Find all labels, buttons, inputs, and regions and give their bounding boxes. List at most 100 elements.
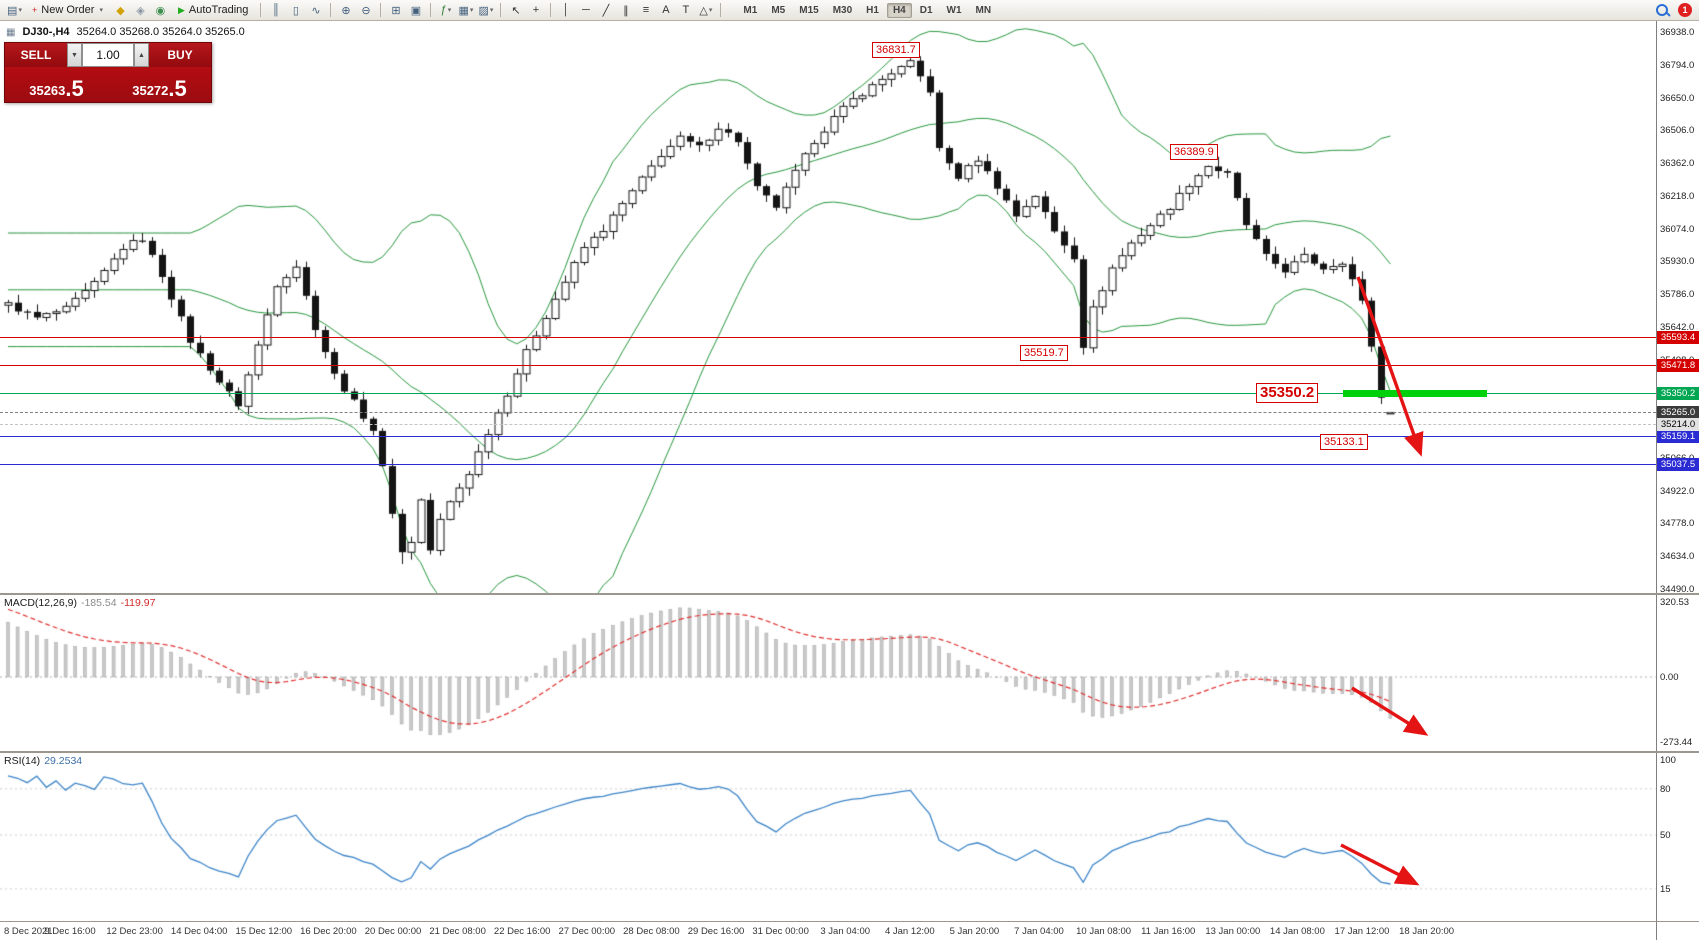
price-scale-label: 34490.0 <box>1660 583 1695 595</box>
price-axis[interactable] <box>1656 21 1699 940</box>
price-scale-label: 36650.0 <box>1660 92 1695 104</box>
price-scale-label: 36938.0 <box>1660 27 1695 38</box>
rsi-scale-label: 80 <box>1660 783 1671 795</box>
price-scale-label: 35642.0 <box>1660 321 1695 333</box>
price-scale-label: 34922.0 <box>1660 485 1695 497</box>
autotrading-button[interactable]: ▶ AutoTrading <box>177 4 249 16</box>
price-tag-35471.8: 35471.8 <box>1657 359 1699 373</box>
volume-decrease-button[interactable]: ▼ <box>67 43 82 67</box>
time-label: 3 Jan 04:00 <box>820 926 871 937</box>
timeframe-w1-button[interactable]: W1 <box>946 4 962 16</box>
chart-icon: ▦ <box>6 26 16 38</box>
price-callout-36831.7[interactable]: 36831.7 <box>872 42 920 58</box>
time-label: 29 Dec 16:00 <box>687 926 745 937</box>
price-callout-35519.7[interactable]: 35519.7 <box>1020 345 1068 361</box>
vertical-line-icon[interactable]: │ <box>562 4 570 16</box>
timeframe-h1-button[interactable]: H1 <box>866 4 879 16</box>
buy-price[interactable]: 35272.5 <box>132 76 187 101</box>
timeframe-m15-button[interactable]: M15 <box>799 4 819 16</box>
price-scale-label: 34778.0 <box>1660 518 1695 530</box>
auto-arrange-icon[interactable]: ▣ <box>410 4 422 17</box>
toolbar-separator <box>500 3 502 17</box>
level-line-35159.1[interactable] <box>0 436 1656 438</box>
channel-icon[interactable]: ∥ <box>623 4 629 17</box>
time-label: 14 Jan 08:00 <box>1269 926 1325 937</box>
time-label: 20 Dec 00:00 <box>364 926 422 937</box>
new-chart-icon[interactable]: ▤ ▾ <box>7 4 22 17</box>
price-callout-36389.9[interactable]: 36389.9 <box>1170 144 1218 160</box>
sell-price[interactable]: 35263.5 <box>29 76 84 101</box>
price-tag-35350.2: 35350.2 <box>1657 386 1699 400</box>
timeframe-mn-button[interactable]: MN <box>975 4 992 16</box>
time-label: 15 Dec 12:00 <box>235 926 293 937</box>
price-callout-35133.1[interactable]: 35133.1 <box>1320 434 1368 450</box>
symbol-ohlc: 35264.0 35268.0 35264.0 35265.0 <box>76 26 245 38</box>
search-icon[interactable] <box>1655 3 1670 18</box>
notification-badge[interactable]: 1 <box>1678 3 1692 17</box>
time-label: 4 Jan 12:00 <box>884 926 935 937</box>
bar-chart-icon[interactable]: ║ <box>272 4 280 16</box>
price-scale-label: 36362.0 <box>1660 158 1695 170</box>
price-scale-label: 36074.0 <box>1660 223 1695 235</box>
zoom-in-icon[interactable]: ⊕ <box>341 4 351 17</box>
cursor-icon[interactable]: ↖ <box>511 4 521 17</box>
line-chart-icon[interactable]: ∿ <box>311 4 321 17</box>
shapes-icon[interactable]: △ ▾ <box>699 4 713 17</box>
time-label: 9 Dec 16:00 <box>44 926 96 937</box>
fibonacci-icon[interactable]: ≡ <box>642 4 650 16</box>
time-axis[interactable]: 8 Dec 2021 9 Dec 16:00 12 Dec 23:00 14 Dec … <box>0 922 1656 940</box>
timeframe-d1-button[interactable]: D1 <box>919 4 933 16</box>
indicators-icon[interactable]: ƒ ▾ <box>440 4 452 16</box>
toolbar: ▤ ▾ + New Order ▾ ◆ ◈ ◉ ▶ AutoTrading ║ ▯ ∿ ⊕ ⊖ ⊞ ▣ ƒ ▾ ▦ ▾ ▨… <box>0 0 1699 21</box>
level-line-35350.2[interactable] <box>0 392 1656 394</box>
toolbar-separator <box>260 3 262 17</box>
macd-panel-divider[interactable] <box>0 593 1699 595</box>
rsi-label: RSI(14) 29.2534 <box>4 755 83 767</box>
timeframe-m5-button[interactable]: M5 <box>771 4 786 16</box>
time-label: 12 Dec 23:00 <box>106 926 163 937</box>
market-watch-icon[interactable]: ◉ <box>155 4 166 17</box>
time-label: 21 Dec 08:00 <box>429 926 486 937</box>
symbol-name: DJ30-,H4 <box>22 26 70 38</box>
crosshair-icon[interactable]: + <box>532 4 540 16</box>
buy-button[interactable]: BUY <box>149 43 211 67</box>
label-icon[interactable]: T <box>682 4 690 16</box>
zoom-out-icon[interactable]: ⊖ <box>361 4 371 17</box>
horizontal-line-icon[interactable]: ─ <box>582 4 590 16</box>
tile-windows-icon[interactable]: ⊞ <box>391 4 401 17</box>
dropdown-caret-icon: ▾ <box>18 7 22 14</box>
toolbar-separator <box>550 3 552 17</box>
level-line-35593.4[interactable] <box>0 337 1656 339</box>
time-label: 31 Dec 00:00 <box>752 926 809 937</box>
price-tag-35593.4: 35593.4 <box>1657 331 1699 345</box>
toolbar-separator <box>720 3 722 17</box>
volume-increase-button[interactable]: ▲ <box>134 43 149 67</box>
price-callout-35350.2[interactable]: 35350.2 <box>1256 383 1319 403</box>
candlestick-chart-icon[interactable]: ▯ <box>292 4 299 17</box>
support-zone[interactable] <box>1343 390 1487 398</box>
dropdown-caret-icon: ▾ <box>447 7 452 14</box>
price-tag-35159.1: 35159.1 <box>1657 430 1699 444</box>
templates-icon[interactable]: ▨ ▾ <box>478 4 494 17</box>
price-scale-label: 36506.0 <box>1660 125 1695 137</box>
metaeditor-icon[interactable]: ◆ <box>116 4 125 17</box>
timeframe-m1-button[interactable]: M1 <box>743 4 758 16</box>
new-order-button[interactable]: + New Order ▾ <box>32 4 103 16</box>
timeframes-icon[interactable]: ▦ ▾ <box>458 4 474 17</box>
level-line-35471.8[interactable] <box>0 365 1656 367</box>
sell-button[interactable]: SELL <box>5 43 67 67</box>
timeframe-m30-button[interactable]: M30 <box>832 4 853 16</box>
timeframe-h4-button[interactable]: H4 <box>886 2 912 18</box>
scripts-icon[interactable]: ◈ <box>136 4 145 17</box>
dropdown-caret-icon: ▾ <box>708 7 713 14</box>
time-label: 13 Jan 00:00 <box>1205 926 1261 937</box>
rsi-panel-divider[interactable] <box>0 751 1699 753</box>
level-line-35037.5[interactable] <box>0 463 1656 465</box>
volume-input[interactable]: 1.00 <box>82 43 134 67</box>
trendline-icon[interactable]: ╱ <box>602 4 610 17</box>
autotrading-icon: ▶ <box>177 4 185 15</box>
price-tag-35037.5: 35037.5 <box>1657 457 1699 471</box>
text-icon[interactable]: A <box>662 4 670 16</box>
toolbar-items: ▤ ▾ + New Order ▾ ◆ ◈ ◉ ▶ AutoTrading ║ ▯ ∿ ⊕ ⊖ ⊞ ▣ ƒ ▾ ▦ ▾ ▨… <box>5 2 998 19</box>
